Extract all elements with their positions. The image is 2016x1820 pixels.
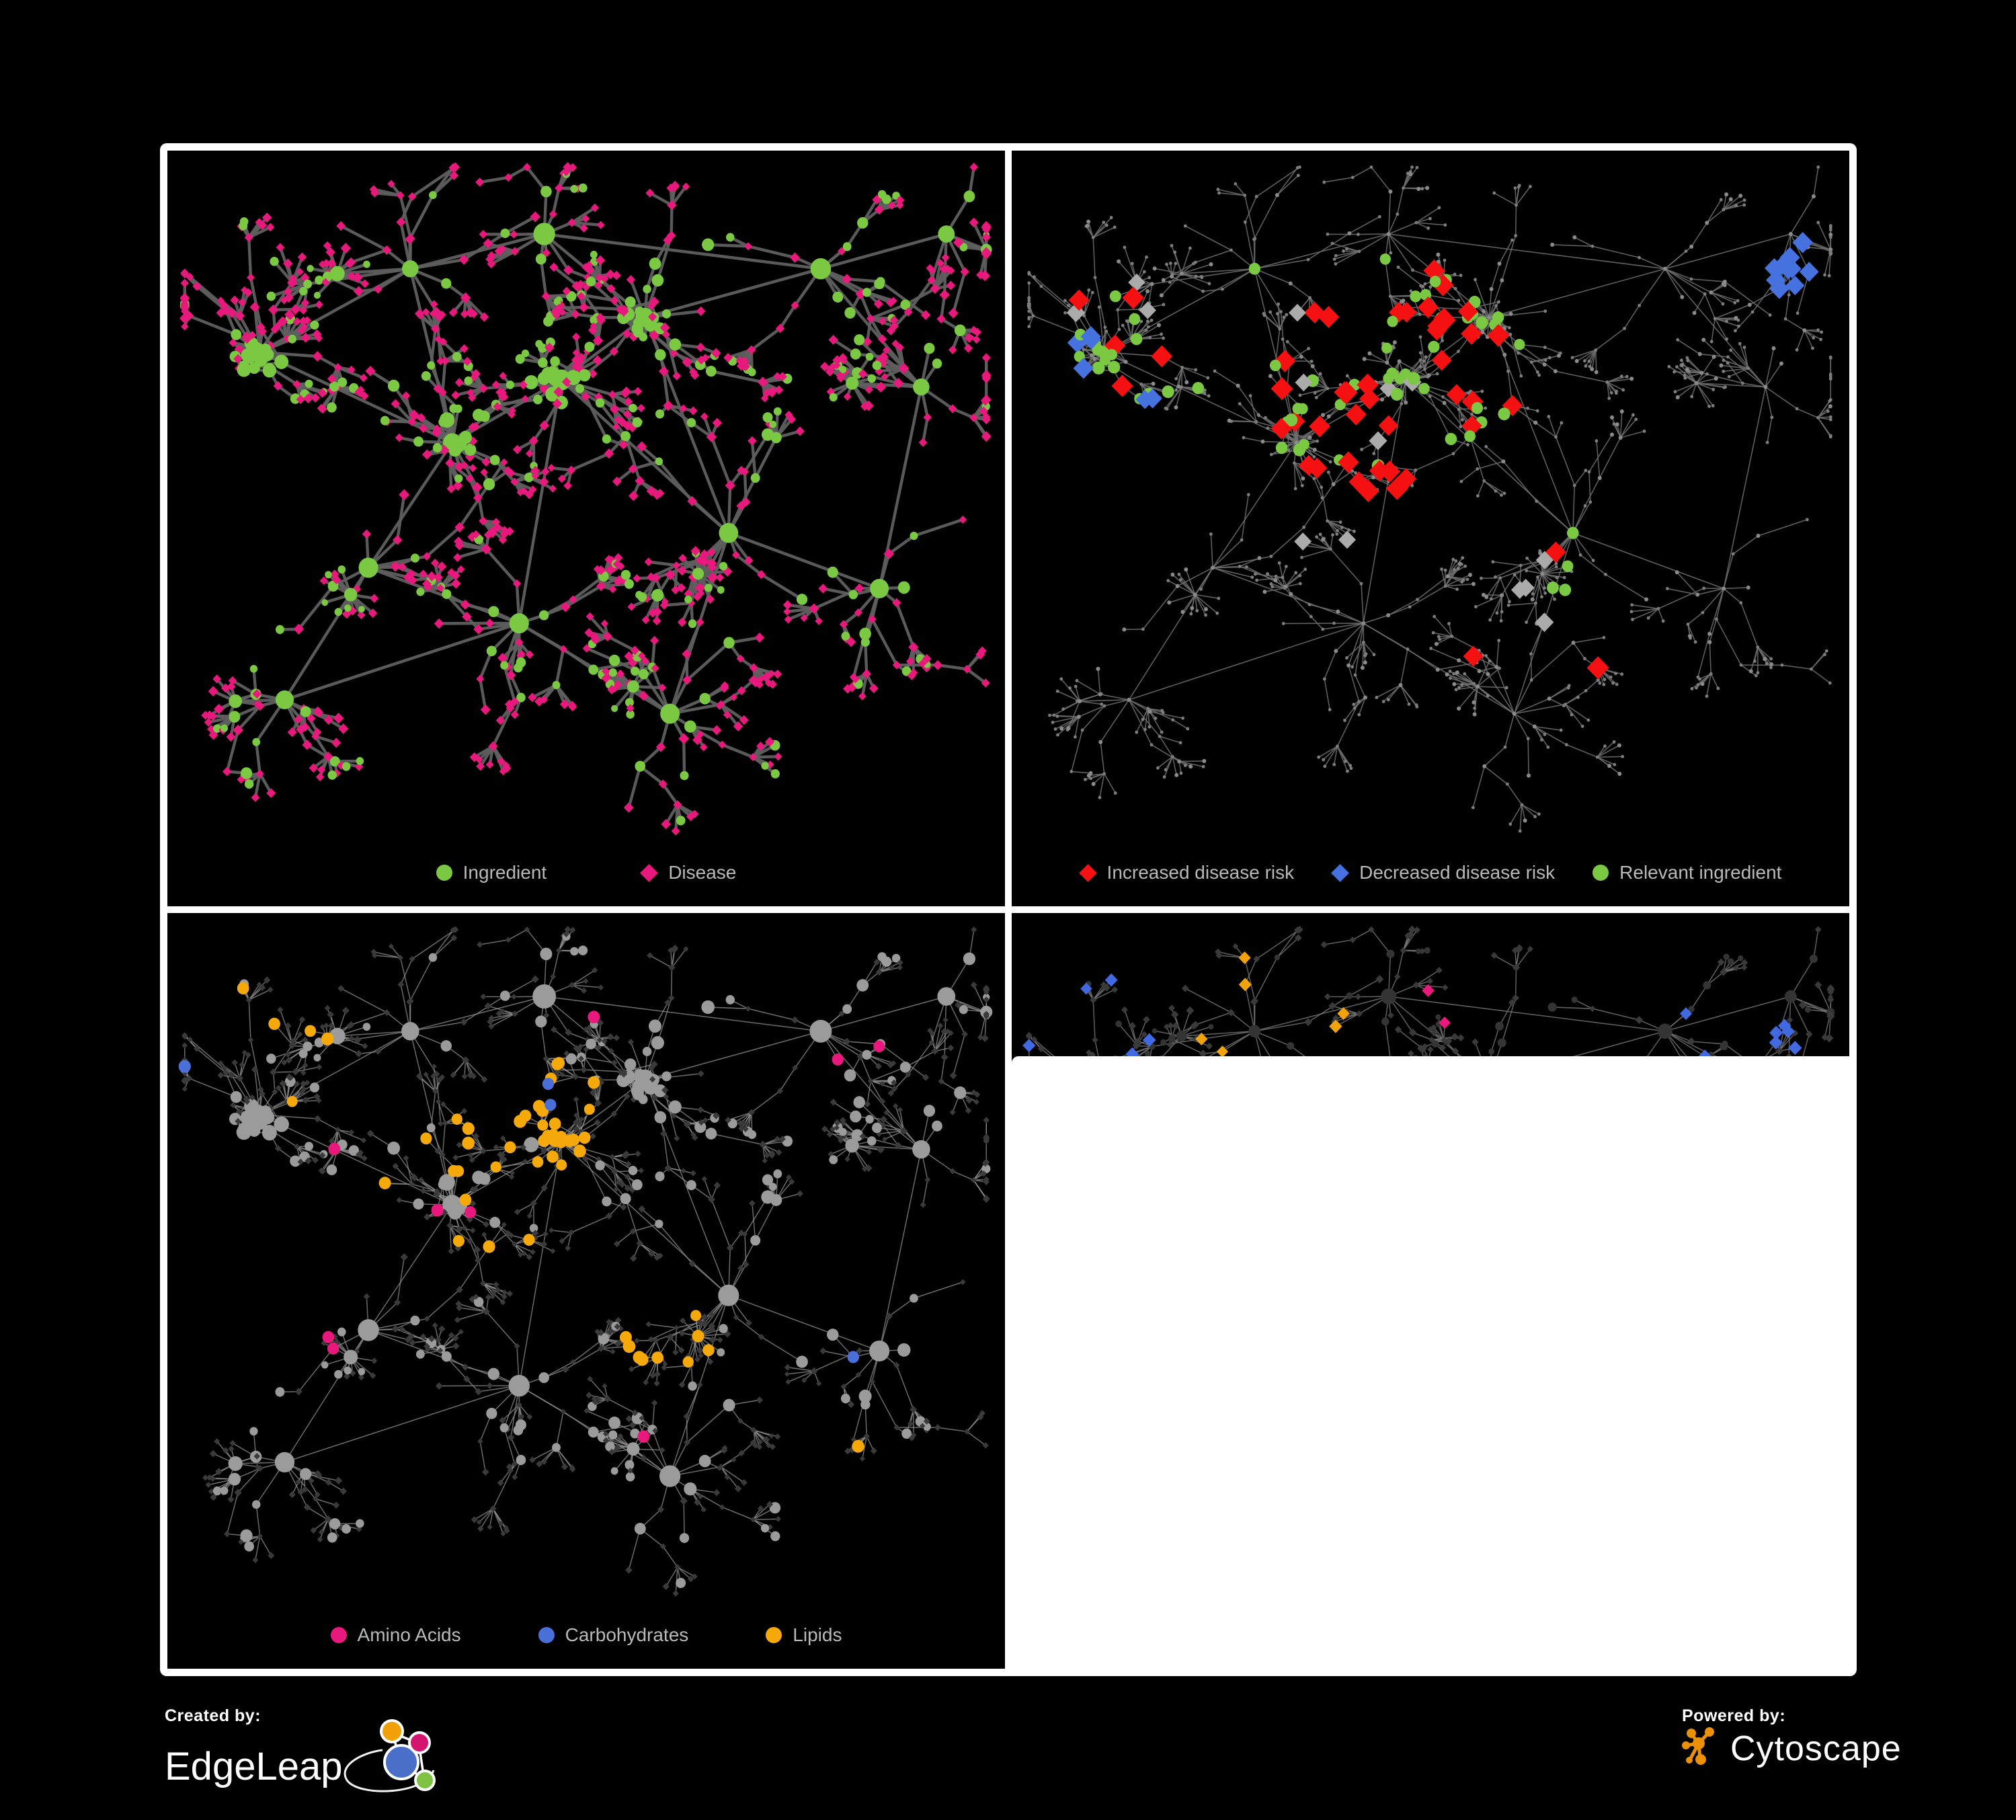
legend-disease-risk-network: Increased disease risk Decreased disease … xyxy=(1012,862,1849,883)
network-ingredient-disease-network xyxy=(179,161,992,836)
legend-swatch-circle-icon xyxy=(766,1627,782,1643)
cytoscape-credit: Powered by: Cy xyxy=(1682,1706,1902,1770)
legend-disease-class-network: Mental DisordersImmune System DiseasesCa… xyxy=(1012,1056,1849,1669)
legend-label: Disease xyxy=(668,862,737,883)
legend-label: Carbohydrates xyxy=(565,1624,689,1645)
panel-ingredient-disease-network: Ingredient Disease xyxy=(167,151,1005,906)
panel-disease-class-network: Mental DisordersImmune System DiseasesCa… xyxy=(1012,913,1849,1669)
legend-swatch-circle-icon xyxy=(436,865,452,881)
edgeleap-logo-text: EdgeLeap xyxy=(165,1745,343,1788)
legend-label: Relevant ingredient xyxy=(1619,862,1782,883)
legend-ingredient-disease-network: Ingredient Disease xyxy=(167,862,1005,883)
cytoscape-logo-text: Cytoscape xyxy=(1730,1729,1902,1768)
created-by-label: Created by: xyxy=(165,1706,261,1725)
legend-swatch-diamond-icon xyxy=(1331,863,1350,882)
legend-swatch-circle-icon xyxy=(1592,865,1609,881)
cytoscape-logo-icon xyxy=(1682,1727,1714,1765)
legend-item: Relevant ingredient xyxy=(1592,862,1781,883)
legend-label: Ingredient xyxy=(462,862,547,883)
legend-item: Amino Acids xyxy=(330,1624,461,1646)
legend-swatch-diamond-icon xyxy=(1078,863,1097,882)
legend-label: Lipids xyxy=(793,1624,842,1645)
legend-nutrient-class-network: Amino Acids Carbohydrates Lipids xyxy=(167,1624,1005,1646)
figure-grid: Ingredient Disease Increased disease risk D… xyxy=(160,143,1857,1676)
legend-item: Disease xyxy=(640,862,737,883)
legend-swatch-diamond-icon xyxy=(640,863,659,882)
panel-nutrient-class-network: Amino Acids Carbohydrates Lipids xyxy=(167,913,1005,1669)
powered-by-label: Powered by: xyxy=(1682,1706,1786,1725)
legend-swatch-circle-icon xyxy=(538,1627,555,1643)
legend-label: Amino Acids xyxy=(357,1624,461,1645)
panel-disease-risk-network: Increased disease risk Decreased disease … xyxy=(1012,151,1849,906)
edgeleap-logo-icon xyxy=(344,1719,436,1792)
legend-item: Ingredient xyxy=(436,862,547,883)
legend-item: Decreased disease risk xyxy=(1331,862,1556,883)
legend-item: Carbohydrates xyxy=(538,1624,689,1646)
legend-label: Increased disease risk xyxy=(1106,862,1295,883)
edgeleap-credit: Created by: EdgeLeap xyxy=(165,1706,446,1805)
legend-label: Decreased disease risk xyxy=(1359,862,1556,883)
legend-swatch-circle-icon xyxy=(330,1627,347,1643)
network-disease-risk-network xyxy=(1026,165,1833,833)
legend-item: Increased disease risk xyxy=(1078,862,1295,883)
network-nutrient-class-network xyxy=(178,926,993,1597)
legend-item: Lipids xyxy=(766,1624,842,1646)
footer: Created by: EdgeLeap xyxy=(0,1694,2016,1809)
